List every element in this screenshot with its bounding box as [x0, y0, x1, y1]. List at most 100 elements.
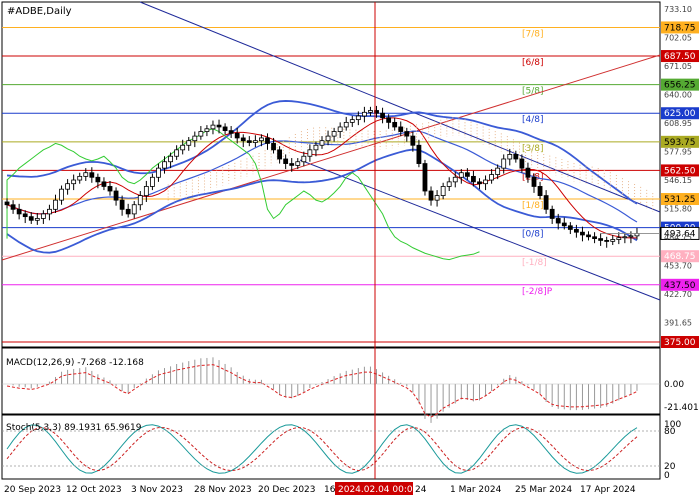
candle-body — [283, 158, 289, 164]
x-highlight-label: 2024.02.04 00:00 — [338, 485, 419, 495]
price-tag: 625.00 — [664, 109, 696, 119]
candle-body — [501, 158, 507, 169]
candle-body — [598, 238, 604, 241]
murrey-label: [4/8] — [522, 115, 544, 125]
stoch-panel-frame — [1, 414, 661, 480]
stoch-label: Stoch(5,3,3) 89.1931 65.9619 — [6, 423, 142, 433]
candle-body — [204, 128, 210, 132]
stoch-tick-0: 0 — [664, 471, 670, 481]
candle-body — [125, 208, 131, 215]
candle-body — [392, 121, 398, 128]
candles — [4, 105, 660, 248]
price-tag-box — [661, 50, 699, 63]
candle-body — [495, 167, 501, 175]
candle-body — [343, 121, 349, 128]
main-panel-frame — [1, 1, 661, 348]
murrey-label: [0/8] — [522, 230, 544, 240]
candle-body — [525, 167, 531, 178]
candle-body — [580, 231, 585, 236]
candle-body — [240, 137, 246, 142]
candle-body — [89, 172, 95, 178]
murrey-label: [7/8] — [522, 29, 544, 39]
candle-body — [355, 115, 361, 121]
candle-body — [428, 190, 434, 201]
candle-body — [361, 111, 367, 117]
murrey-label: [3/8] — [522, 144, 544, 154]
murrey-label: [5/8] — [522, 87, 544, 97]
macd-tick-low: -21.401 — [664, 403, 699, 413]
candle-body — [65, 183, 70, 190]
candle-body — [174, 149, 180, 157]
candle-body — [222, 126, 228, 132]
stoch-signal-line — [6, 426, 638, 472]
x-label-2: 3 Nov 2023 — [131, 485, 183, 495]
chart-title: #ADBE,Daily — [7, 6, 72, 17]
candle-body — [289, 163, 295, 166]
candle-body — [313, 144, 319, 151]
candle-body — [610, 239, 616, 242]
price-tick: 671.05 — [664, 62, 692, 71]
candle-body — [192, 135, 198, 142]
x-label-6: 24 — [415, 485, 427, 495]
price-tag-box — [661, 336, 699, 348]
candle-body — [337, 126, 343, 132]
price-tag: 437.50 — [664, 281, 696, 291]
candle-body — [616, 237, 622, 240]
macd-signal-line — [6, 364, 638, 418]
price-tag-box — [661, 164, 699, 177]
candle-body — [198, 131, 204, 137]
candle-body — [234, 132, 240, 139]
candle-body — [452, 176, 458, 183]
stoch-lines — [6, 424, 638, 474]
bollinger-lower — [6, 148, 638, 254]
x-label-4: 20 Dec 2023 — [258, 485, 316, 495]
candle-body — [513, 154, 519, 160]
candle-body — [440, 186, 446, 196]
macd-tick-zero: 0.00 — [664, 380, 684, 390]
candle-body — [483, 179, 488, 185]
price-tick: 577.95 — [664, 148, 692, 157]
candle-body — [210, 124, 216, 130]
candle-body — [216, 124, 222, 128]
candle-body — [53, 199, 58, 210]
candle-body — [622, 236, 628, 239]
price-tag: 656.25 — [664, 81, 696, 91]
candle-body — [83, 172, 89, 177]
macd-panel-frame — [1, 347, 661, 415]
candle-body — [277, 149, 283, 160]
candle-body — [119, 199, 125, 210]
candle-body — [295, 161, 301, 166]
x-axis: 20 Sep 2023 12 Oct 2023 3 Nov 2023 28 No… — [4, 482, 636, 495]
channel-upper-line — [139, 1, 661, 213]
price-tag: 562.50 — [664, 166, 696, 176]
price-tag-box — [661, 193, 699, 206]
stoch-tick-100: 100 — [664, 420, 681, 430]
candle-body — [95, 176, 101, 183]
candle-body — [265, 137, 270, 144]
stoch-tick-20: 20 — [664, 462, 676, 472]
candle-body — [10, 204, 16, 210]
candle-body — [386, 117, 392, 123]
candle-body — [628, 235, 634, 238]
candle-body — [604, 240, 610, 242]
price-tag: 593.75 — [664, 138, 696, 148]
candle-body — [410, 135, 416, 146]
price-tag: 718.75 — [664, 23, 696, 33]
price-tag: 375.00 — [664, 338, 696, 348]
candle-body — [416, 144, 422, 164]
candle-body — [77, 175, 83, 181]
macd-histogram — [2, 357, 660, 423]
price-tick: 640.00 — [664, 91, 692, 100]
candle-body — [477, 181, 482, 185]
candle-body — [168, 155, 173, 163]
price-tag: 468.75 — [664, 252, 696, 262]
murrey-levels: [7/8][6/8][5/8][4/8][3/8][2/8][1/8][0/8]… — [2, 26, 660, 343]
candle-body — [271, 143, 276, 151]
candle-body — [422, 163, 428, 192]
candle-body — [137, 195, 143, 206]
price-tick: 702.05 — [664, 34, 692, 43]
price-tag-box — [661, 135, 699, 148]
price-tick: 484.75 — [664, 233, 692, 242]
x-label-0: 20 Sep 2023 — [4, 485, 61, 495]
